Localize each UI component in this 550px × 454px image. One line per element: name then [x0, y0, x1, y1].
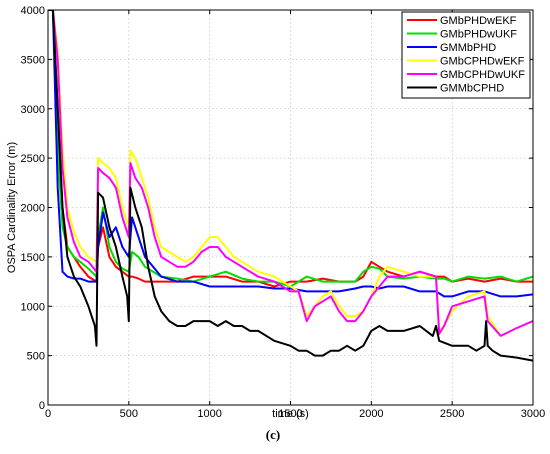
- y-tick-label: 3000: [21, 104, 45, 116]
- legend-box: [401, 11, 531, 99]
- y-tick-label: 3500: [21, 54, 45, 66]
- x-tick-label: 1500: [278, 408, 302, 420]
- series-line-gmbcphdwukf: [48, 10, 533, 337]
- legend-label: GMMbPHD: [440, 42, 496, 54]
- x-tick-label: 2500: [440, 408, 464, 420]
- y-tick-label: 1000: [21, 301, 45, 313]
- y-tick-label: 4000: [21, 5, 45, 17]
- axis-ticks: [47, 9, 534, 406]
- legend-label: GMbPHDwEKF: [440, 15, 517, 27]
- legend-label: GMbCPHDwUKF: [440, 69, 525, 81]
- y-tick-label: 0: [39, 400, 45, 412]
- series-line-gmmbcphd: [48, 10, 533, 362]
- series-line-gmmbphd: [48, 10, 533, 298]
- y-tick-label: 500: [27, 351, 45, 363]
- x-tick-label: 500: [120, 408, 138, 420]
- x-tick-label: 0: [45, 408, 51, 420]
- x-tick-label: 3000: [521, 408, 545, 420]
- legend-label: GMMbCPHD: [440, 83, 504, 95]
- legend-items: GMbPHDwEKFGMbPHDwUKFGMMbPHDGMbCPHDwEKFGM…: [407, 15, 525, 95]
- axis-tick-labels: 0 500 1000 1500 2000 2500 3000 0 500 1000 1500 2000…: [21, 5, 546, 420]
- y-tick-label: 1500: [21, 252, 45, 264]
- x-tick-label: 1000: [197, 408, 221, 420]
- legend: GMbPHDwEKFGMbPHDwUKFGMMbPHDGMbCPHDwEKFGM…: [401, 11, 531, 99]
- legend-label: GMbPHDwUKF: [440, 29, 517, 41]
- series-lines: [48, 10, 533, 362]
- x-axis-label: time (s): [272, 408, 309, 420]
- y-tick-label: 2500: [21, 153, 45, 165]
- legend-label: GMbCPHDwEKF: [440, 56, 525, 68]
- figure-caption: (c): [266, 427, 280, 442]
- series-line-gmbcphdwekf: [48, 10, 533, 337]
- series-line-gmbphdwukf: [48, 10, 533, 288]
- x-tick-label: 2000: [359, 408, 383, 420]
- y-tick-label: 2000: [21, 203, 45, 215]
- y-axis-label: OSPA Cardinality Error (m): [6, 142, 18, 273]
